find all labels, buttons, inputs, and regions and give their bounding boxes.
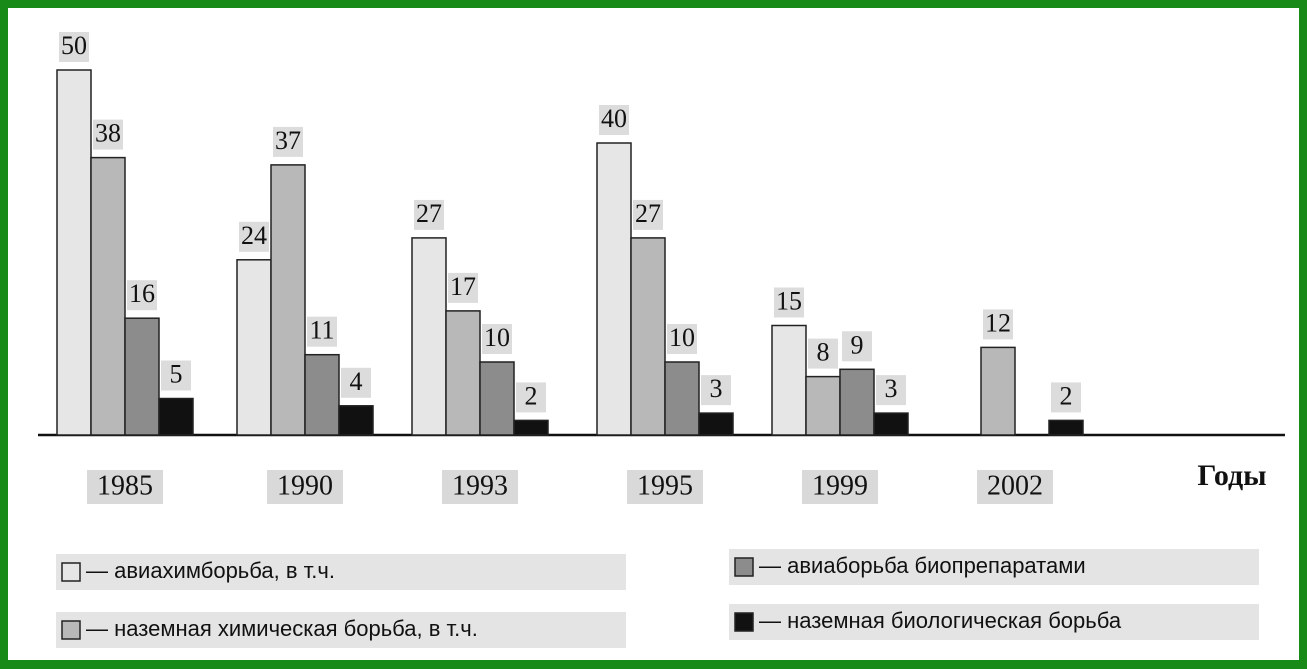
- value-label: 38: [95, 119, 121, 148]
- value-label: 17: [450, 272, 476, 301]
- bar: [596, 142, 632, 436]
- value-label: 40: [601, 104, 627, 133]
- bar: [630, 237, 666, 436]
- bar: [236, 259, 272, 436]
- value-label-bg: [341, 367, 371, 398]
- bar: [479, 361, 515, 436]
- bar: [158, 397, 194, 436]
- value-label-bg: [161, 360, 191, 391]
- bar: [771, 324, 807, 436]
- value-label-bg: [774, 287, 804, 318]
- value-label: 37: [275, 126, 301, 155]
- x-label-bg: [627, 470, 703, 504]
- legend-bg: [729, 604, 1259, 640]
- bar: [124, 317, 160, 436]
- legend-swatch: [61, 620, 81, 640]
- value-label: 4: [350, 367, 363, 396]
- value-label-bg: [516, 382, 546, 413]
- x-tick-label: 1985: [97, 470, 153, 501]
- x-label-bg: [267, 470, 343, 504]
- value-label: 10: [669, 323, 695, 352]
- value-label: 11: [309, 316, 334, 345]
- bar: [873, 412, 909, 436]
- x-tick-label: 1993: [452, 470, 508, 501]
- legend-swatch: [734, 557, 754, 577]
- legend-label: — наземная биологическая борьба: [759, 608, 1122, 633]
- bar: [90, 156, 126, 436]
- value-label-bg: [414, 199, 444, 230]
- legend-label: — авиаборьба биопрепаратами: [759, 553, 1086, 578]
- value-label-bg: [983, 309, 1013, 340]
- value-label: 10: [484, 323, 510, 352]
- bar: [698, 412, 734, 436]
- value-label: 5: [170, 359, 183, 388]
- value-label-bg: [93, 119, 123, 150]
- value-label-bg: [239, 221, 269, 252]
- bar: [56, 69, 92, 436]
- legend-swatch: [734, 612, 754, 632]
- value-label-bg: [842, 331, 872, 362]
- value-label: 2: [525, 381, 538, 410]
- value-label: 12: [985, 308, 1011, 337]
- x-label-bg: [977, 470, 1053, 504]
- value-label-bg: [808, 338, 838, 369]
- legend-bg: [729, 549, 1259, 585]
- bar: [664, 361, 700, 436]
- value-label-bg: [1051, 382, 1081, 413]
- value-label: 15: [776, 286, 802, 315]
- x-tick-label: 1990: [277, 470, 333, 501]
- value-label-bg: [599, 105, 629, 135]
- x-tick-label: 1999: [812, 470, 868, 501]
- value-label: 16: [129, 279, 155, 308]
- bar: [839, 368, 875, 436]
- legend-label: — наземная химическая борьба, в т.ч.: [86, 616, 478, 641]
- value-label-bg: [127, 280, 157, 311]
- value-label-bg: [273, 126, 303, 157]
- value-label: 2: [1060, 381, 1073, 410]
- value-label: 24: [241, 221, 267, 250]
- value-label-bg: [876, 375, 906, 406]
- bar: [805, 375, 841, 436]
- legend-bg: [56, 554, 626, 590]
- value-label-bg: [667, 324, 697, 354]
- value-label: 27: [416, 199, 442, 228]
- value-label: 8: [817, 338, 830, 367]
- legend-label: — авиахимборьба, в т.ч.: [86, 558, 335, 583]
- bar: [445, 310, 481, 436]
- x-label-bg: [87, 470, 163, 504]
- bar: [304, 353, 340, 436]
- value-label-bg: [482, 324, 512, 354]
- value-label: 3: [710, 374, 723, 403]
- legend-swatch: [61, 562, 81, 582]
- bar: [980, 346, 1016, 436]
- value-label-bg: [701, 375, 731, 406]
- x-tick-label: 1995: [637, 470, 693, 501]
- bar: [513, 419, 549, 436]
- bar: [411, 237, 447, 436]
- bar: [270, 164, 306, 436]
- value-label: 50: [61, 31, 87, 60]
- bar: [338, 405, 374, 436]
- legend-bg: [56, 612, 626, 648]
- value-label-bg: [59, 32, 89, 62]
- x-tick-label: 2002: [987, 470, 1043, 501]
- bar: [1048, 419, 1084, 436]
- value-label: 27: [635, 199, 661, 228]
- x-label-bg: [802, 470, 878, 504]
- value-label-bg: [307, 316, 337, 347]
- value-label-bg: [448, 272, 478, 303]
- value-label: 9: [851, 330, 864, 359]
- value-label: 3: [885, 374, 898, 403]
- value-label-bg: [633, 199, 663, 230]
- x-axis-label: Годы: [1197, 459, 1266, 492]
- x-label-bg: [442, 470, 518, 504]
